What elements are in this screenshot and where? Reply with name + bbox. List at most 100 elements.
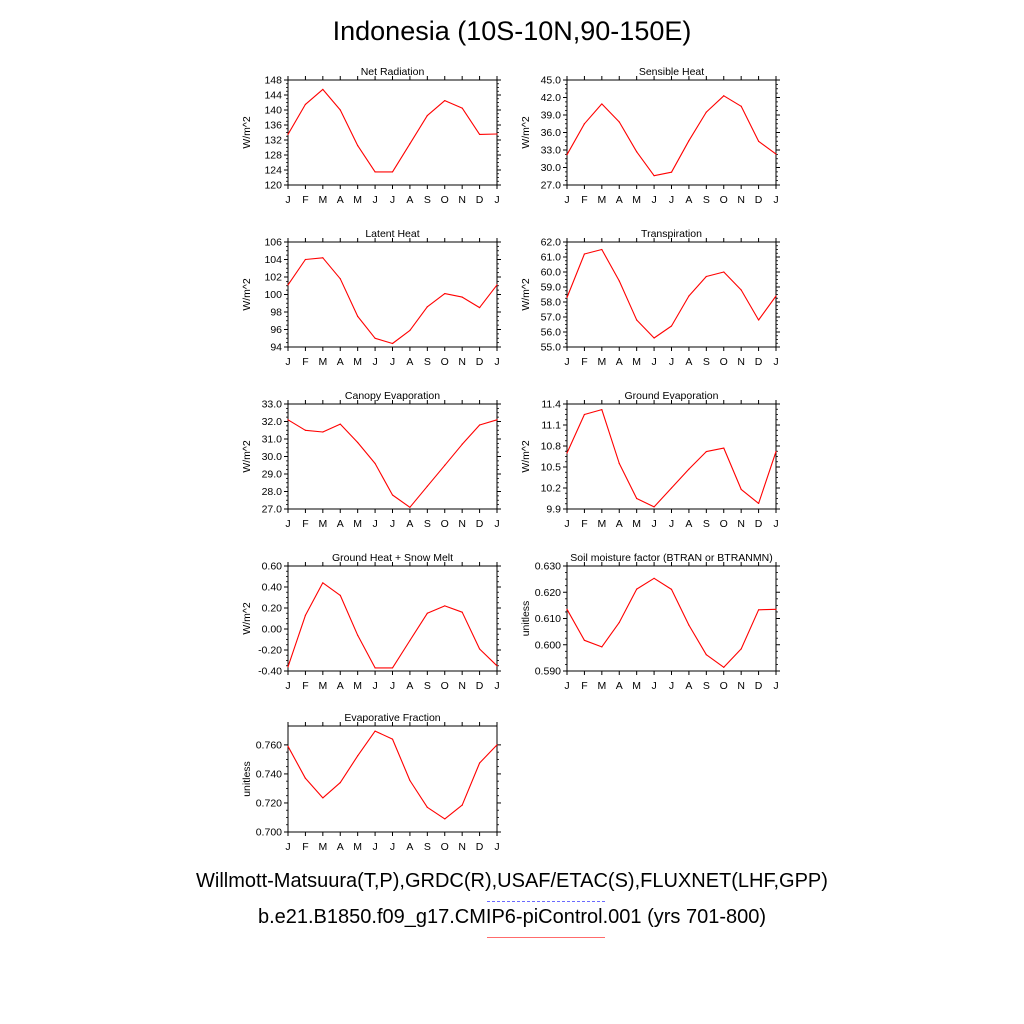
data-point <box>478 424 481 426</box>
data-point <box>688 624 690 626</box>
data-point <box>618 462 620 465</box>
x-tick-label: J <box>651 518 656 530</box>
x-tick-label: J <box>390 356 395 368</box>
data-point <box>426 306 428 308</box>
x-tick-label: N <box>737 680 745 692</box>
y-tick-label: 33.0 <box>262 399 283 411</box>
data-point <box>357 441 359 444</box>
data-point <box>757 140 760 142</box>
y-tick-label: 132 <box>264 135 282 147</box>
data-point <box>444 605 446 607</box>
data-point <box>757 502 760 504</box>
x-tick-label: J <box>494 841 499 853</box>
y-tick-label: 144 <box>264 90 282 102</box>
chart-panel-5: Canopy Evaporation 27.0 28.0 29.0 30.0 31.0 32… <box>241 390 501 530</box>
data-point <box>636 497 638 500</box>
y-tick-label: 128 <box>264 150 282 162</box>
series-line <box>287 730 498 820</box>
data-point <box>426 115 428 117</box>
data-point <box>357 634 359 636</box>
x-tick-label: A <box>337 194 344 206</box>
y-tick-label: 0.620 <box>535 587 561 599</box>
data-point <box>391 738 394 740</box>
data-point <box>322 797 324 799</box>
data-point <box>670 325 673 327</box>
data-point <box>618 121 620 123</box>
y-tick-label: 0.630 <box>535 561 561 573</box>
x-tick-label: J <box>494 518 499 530</box>
data-point <box>357 755 359 757</box>
y-tick-label: 60.0 <box>541 267 562 279</box>
page-title: Indonesia (10S-10N,90-150E) <box>332 16 692 46</box>
y-tick-label: 59.0 <box>541 282 562 294</box>
data-point <box>339 594 341 597</box>
x-tick-label: D <box>755 356 763 368</box>
y-tick-label: 62.0 <box>541 237 562 249</box>
y-tick-label: 0.760 <box>256 739 282 751</box>
series-line <box>566 409 777 508</box>
data-point <box>409 506 411 508</box>
data-point <box>304 614 307 616</box>
x-tick-label: J <box>669 518 674 530</box>
data-point <box>461 107 463 109</box>
x-tick-label: M <box>632 680 641 692</box>
data-point <box>618 280 620 282</box>
x-tick-label: S <box>424 518 431 530</box>
x-tick-label: M <box>597 356 606 368</box>
y-tick-label: 0.20 <box>262 603 283 615</box>
x-tick-label: N <box>458 518 466 530</box>
x-tick-label: O <box>720 356 728 368</box>
series-line <box>566 248 777 339</box>
y-tick-label: 30.0 <box>541 162 562 174</box>
data-point <box>287 133 289 135</box>
x-tick-label: S <box>424 356 431 368</box>
x-tick-label: J <box>494 194 499 206</box>
x-tick-label: J <box>773 194 778 206</box>
data-point <box>496 284 498 286</box>
x-tick-label: A <box>685 194 692 206</box>
y-tick-label: 0.590 <box>535 666 561 678</box>
x-tick-label: N <box>458 356 466 368</box>
x-tick-label: M <box>632 356 641 368</box>
x-tick-label: J <box>494 680 499 692</box>
x-tick-label: F <box>302 194 308 206</box>
data-point <box>601 103 603 105</box>
y-tick-label: 0.740 <box>256 768 282 780</box>
data-point <box>705 111 707 113</box>
y-tick-label: 61.0 <box>541 252 562 264</box>
x-tick-label: J <box>773 518 778 530</box>
y-tick-label: 136 <box>264 120 282 132</box>
y-tick-label: 9.9 <box>546 504 561 516</box>
data-point <box>601 646 603 648</box>
data-point <box>688 140 690 142</box>
panel-title: Soil moisture factor (BTRAN or BTRANMN) <box>570 552 772 564</box>
x-tick-label: S <box>703 356 710 368</box>
data-point <box>391 342 394 345</box>
data-point <box>566 608 568 610</box>
y-tick-label: 56.0 <box>541 327 562 339</box>
data-point <box>391 494 394 496</box>
x-tick-label: M <box>318 680 327 692</box>
data-point <box>653 175 655 177</box>
x-tick-label: J <box>651 680 656 692</box>
x-tick-label: D <box>755 194 763 206</box>
panel-title: Ground Heat + Snow Melt <box>332 552 453 564</box>
plot-frame <box>566 241 777 348</box>
x-tick-label: J <box>372 680 377 692</box>
y-tick-label: 31.0 <box>262 434 283 446</box>
x-tick-label: A <box>685 356 692 368</box>
data-point <box>374 667 376 669</box>
y-tick-label: 0.00 <box>262 624 283 636</box>
x-tick-label: J <box>372 841 377 853</box>
y-axis-label: unitless <box>520 601 532 637</box>
x-tick-label: F <box>302 680 308 692</box>
y-tick-label: 42.0 <box>541 92 562 104</box>
y-tick-label: -0.20 <box>258 645 282 657</box>
y-tick-label: 106 <box>264 237 282 249</box>
data-point <box>653 337 655 339</box>
data-point <box>775 451 777 453</box>
data-point <box>409 779 411 782</box>
data-point <box>444 100 446 102</box>
x-tick-label: M <box>353 518 362 530</box>
y-tick-label: 96 <box>270 324 282 336</box>
